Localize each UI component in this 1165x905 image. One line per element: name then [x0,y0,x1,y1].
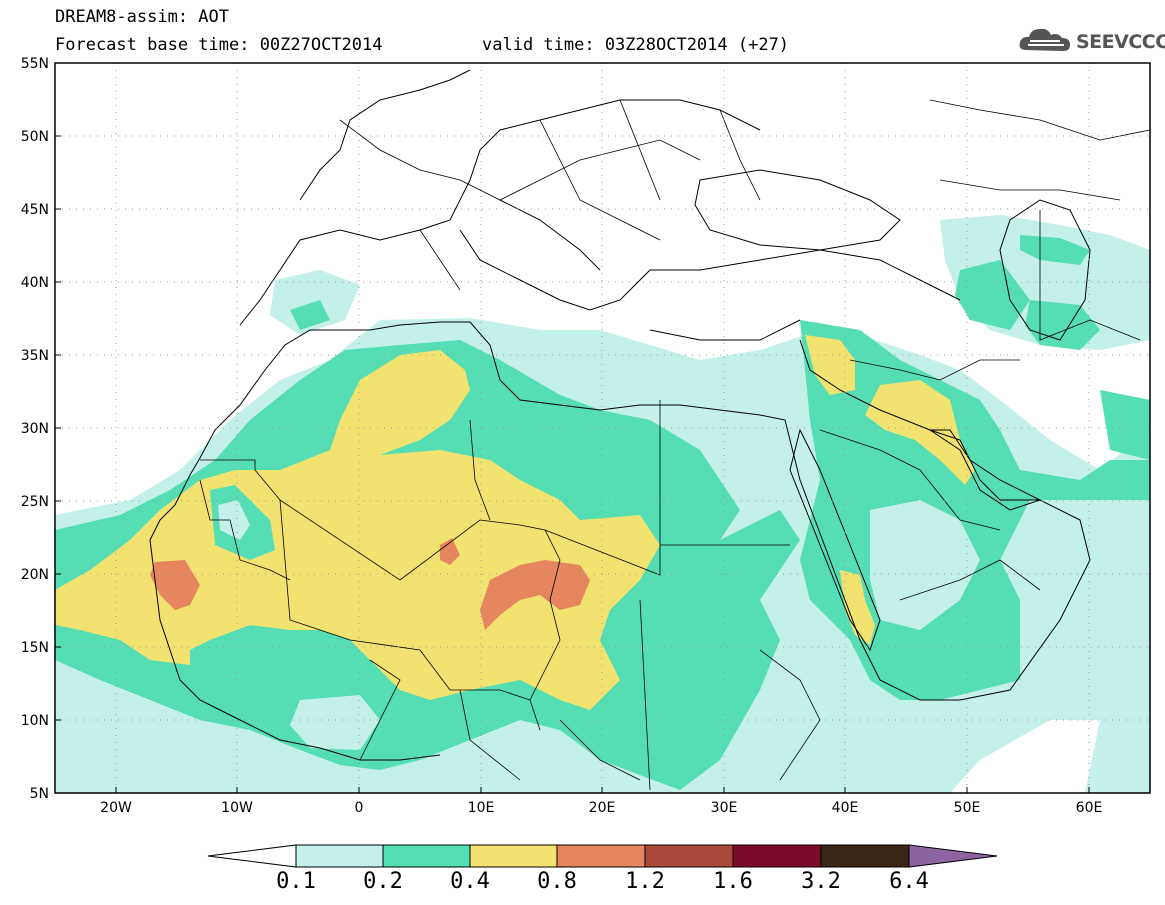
colorbar-label: 0.1 [276,869,316,894]
colorbar-swatch [382,844,471,868]
colorbar [207,844,998,868]
cloud-icon [1019,28,1070,51]
colorbar-swatch [732,844,822,868]
colorbar-label: 1.2 [625,869,665,894]
colorbar-label: 6.4 [889,869,929,894]
colorbar-label: 3.2 [801,869,841,894]
lon-label: 40E [832,800,859,816]
aot-level-0.4 [55,335,975,710]
colorbar-swatch [469,844,558,868]
lon-label: 10E [468,800,495,816]
map-title: DREAM8-assim: AOT [55,7,229,27]
aot-holes [215,500,980,750]
colorbar-swatch [644,844,734,868]
latitude-labels: 55N 50N 45N 40N 35N 30N 25N 20N 15N 10N … [21,56,49,802]
coastlines [149,69,1091,761]
lon-label: 10W [221,800,253,816]
colorbar-swatch [820,844,910,868]
lat-label: 25N [21,494,49,510]
lon-label: 20E [589,800,616,816]
longitude-labels: 20W 10W 0 10E 20E 30E 40E 50E 60E [100,800,1102,816]
lat-label: 10N [21,713,49,729]
colorbar-label: 1.6 [713,869,753,894]
lon-label: 20W [100,800,132,816]
lat-label: 20N [21,567,49,583]
logo-text: SEEVCCC [1076,31,1165,53]
colorbar-swatch [295,844,384,868]
lon-label: 50E [954,800,981,816]
colorbar-swatch [556,844,646,868]
graticule [55,63,1150,793]
aot-level-0.8 [150,538,590,630]
lat-label: 40N [21,275,49,291]
lat-label: 30N [21,421,49,437]
forecast-base-time: Forecast base time: 00Z27OCT2014 [55,35,383,55]
borders [199,99,1150,791]
lat-label: 50N [21,129,49,145]
colorbar-label: 0.8 [537,869,577,894]
lon-label: 30E [711,800,738,816]
aot-fields [55,69,1150,793]
colorbar-label: 0.2 [363,869,403,894]
lon-label: 60E [1076,800,1103,816]
colorbar-high-arrow [908,844,998,868]
seevccc-logo: SEEVCCC [1018,24,1165,56]
lat-label: 35N [21,348,49,364]
aot-hole-light [218,500,250,540]
valid-time: valid time: 03Z28OCT2014 (+27) [482,35,790,55]
lon-label: 0 [355,800,364,816]
lat-label: 55N [21,56,49,72]
lat-label: 5N [30,786,49,802]
axis-ticks [55,62,1090,793]
lat-label: 45N [21,202,49,218]
colorbar-low-arrow [207,844,297,868]
lat-label: 15N [21,640,49,656]
colorbar-label: 0.4 [450,869,490,894]
